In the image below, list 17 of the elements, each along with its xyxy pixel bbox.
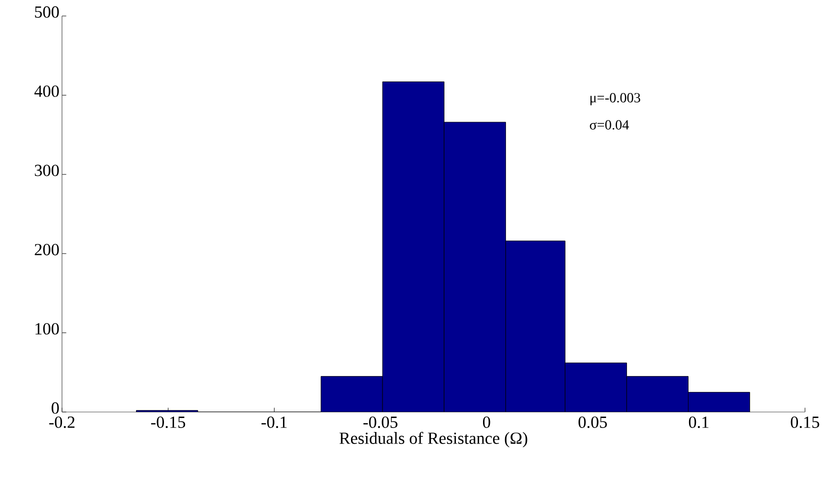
annotation: σ=0.04	[590, 120, 629, 130]
x-tick-label: -0.15	[151, 416, 186, 428]
x-tick-label: -0.05	[363, 416, 398, 428]
y-tick-label: 500	[35, 6, 59, 18]
x-tick-label: -0.2	[49, 416, 74, 428]
x-tick-label: 0.05	[578, 416, 607, 428]
y-tick-label: 100	[36, 323, 59, 335]
x-tick-label: 0.1	[688, 416, 708, 428]
y-tick-label: 300	[34, 164, 59, 176]
x-tick-label: 0.15	[790, 416, 820, 428]
y-tick-label: 0	[52, 402, 59, 414]
annotation: μ=-0.003	[590, 93, 640, 106]
x-tick-label: 0	[482, 416, 490, 428]
y-tick-label: 200	[34, 244, 59, 256]
x-tick-label: -0.1	[262, 416, 287, 428]
x-axis-title: Residuals of Resistance (Ω)	[340, 432, 528, 448]
y-tick-label: 400	[34, 85, 59, 97]
